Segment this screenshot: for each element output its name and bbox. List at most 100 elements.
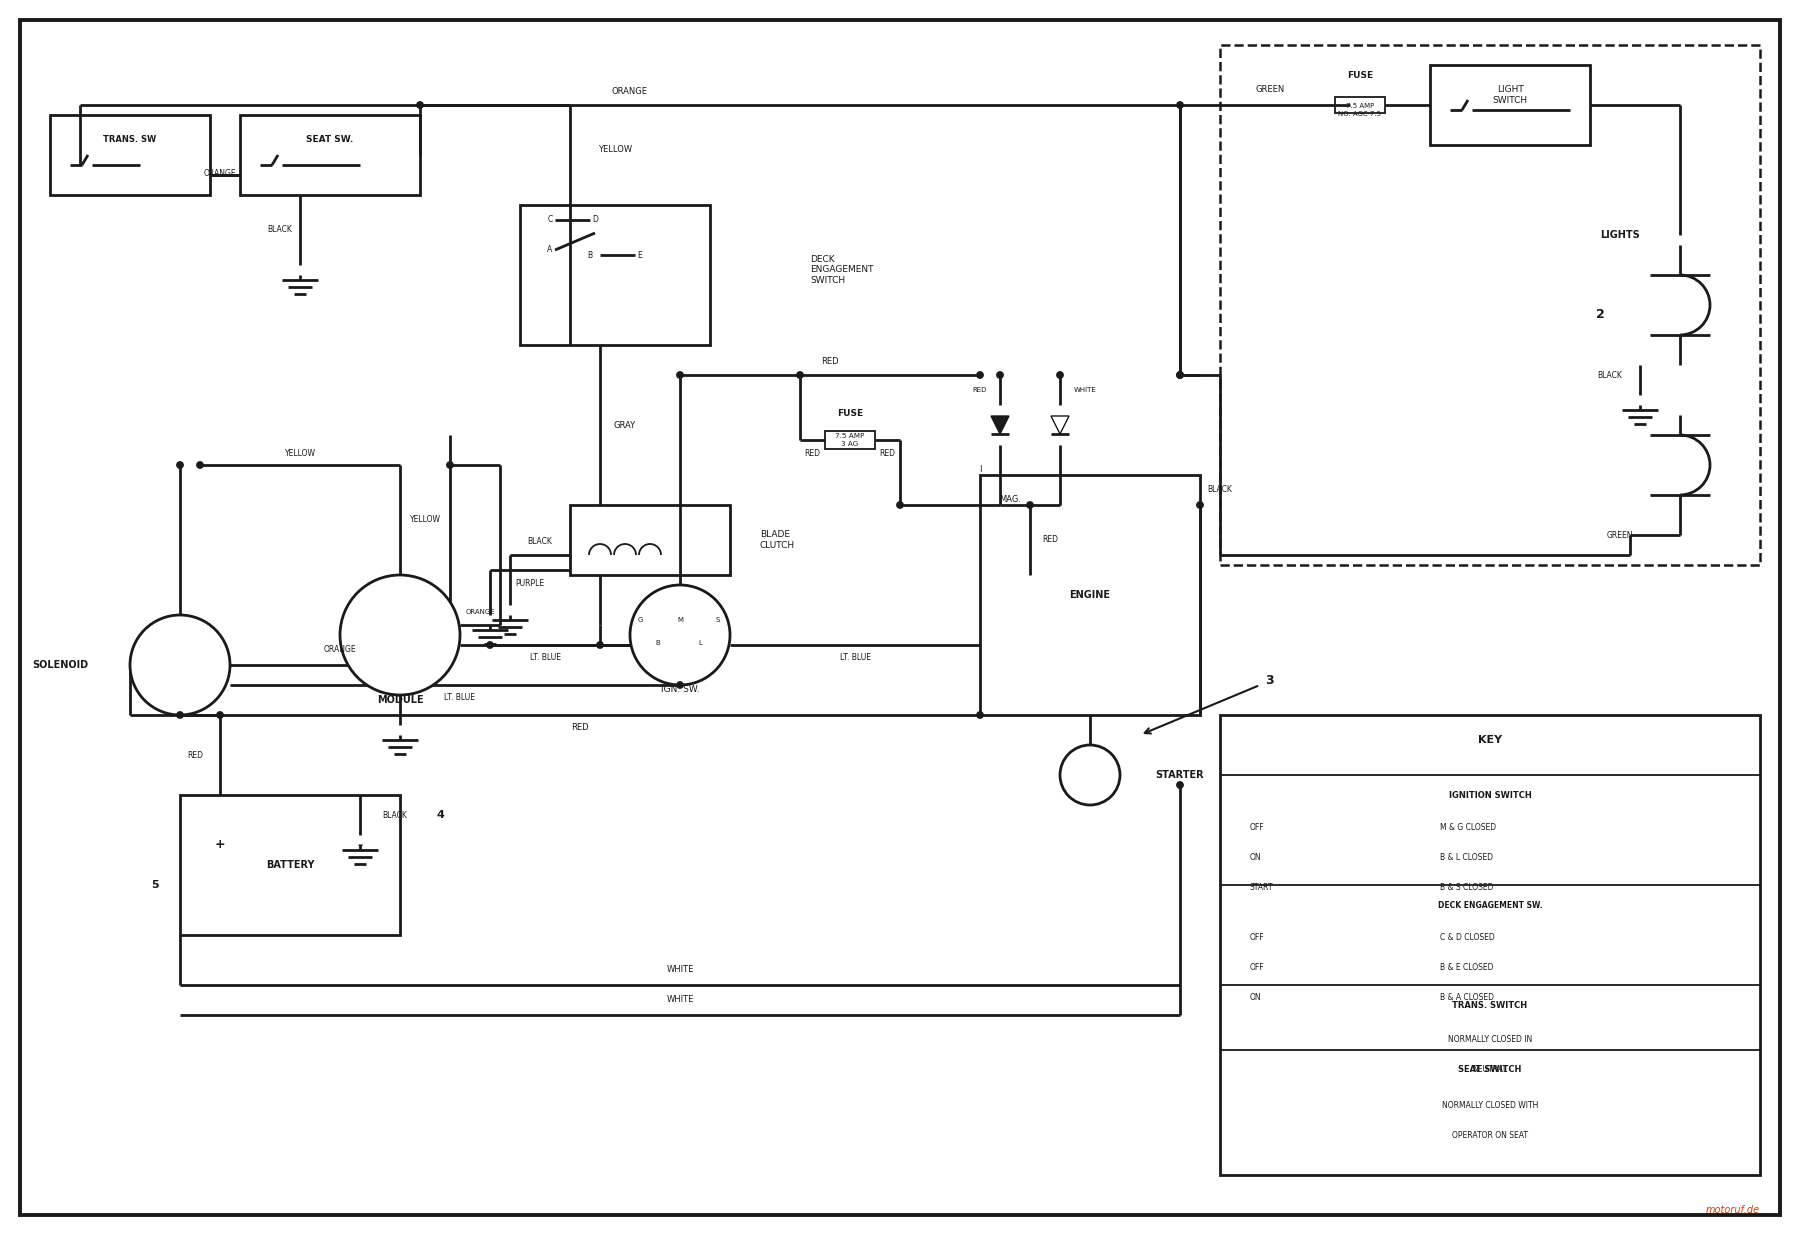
- Text: SOLENOID: SOLENOID: [32, 659, 88, 671]
- Text: MAG.: MAG.: [999, 495, 1021, 505]
- Circle shape: [1197, 501, 1202, 508]
- Text: BLACK: BLACK: [383, 810, 407, 820]
- Circle shape: [677, 682, 684, 688]
- Bar: [1220, 44, 1760, 564]
- Text: STARTER: STARTER: [1156, 769, 1204, 781]
- Text: BLACK: BLACK: [1208, 485, 1233, 494]
- Text: FUSE: FUSE: [837, 409, 862, 417]
- Text: YELLOW: YELLOW: [598, 146, 632, 154]
- Text: DECK
ENGAGEMENT
SWITCH: DECK ENGAGEMENT SWITCH: [810, 256, 873, 285]
- Text: SEAT SWITCH: SEAT SWITCH: [1458, 1066, 1521, 1074]
- Bar: [979, 475, 1201, 715]
- Bar: [571, 505, 731, 576]
- Text: +: +: [214, 839, 225, 851]
- Text: NORMALLY CLOSED IN: NORMALLY CLOSED IN: [1447, 1035, 1532, 1045]
- Text: YELLOW: YELLOW: [284, 448, 315, 457]
- Text: I: I: [979, 466, 981, 474]
- Text: B: B: [587, 251, 592, 259]
- Text: IGNITION SWITCH: IGNITION SWITCH: [1449, 790, 1532, 799]
- Circle shape: [418, 101, 423, 109]
- Text: B: B: [655, 640, 661, 646]
- Bar: [520, 205, 709, 345]
- Text: RED: RED: [821, 357, 839, 367]
- Text: START: START: [1249, 883, 1274, 892]
- Text: 5: 5: [151, 881, 158, 890]
- Text: B & L CLOSED: B & L CLOSED: [1440, 852, 1492, 862]
- Circle shape: [598, 642, 603, 648]
- Circle shape: [1057, 372, 1064, 378]
- Circle shape: [446, 462, 454, 468]
- Text: FUSE: FUSE: [1346, 70, 1373, 79]
- Text: -: -: [358, 839, 362, 851]
- Text: ORANGE: ORANGE: [324, 646, 356, 655]
- Bar: [239, 115, 419, 195]
- Text: LT. BLUE: LT. BLUE: [529, 653, 560, 662]
- Circle shape: [216, 711, 223, 719]
- Circle shape: [1177, 372, 1183, 378]
- Text: LIGHTS: LIGHTS: [1600, 230, 1640, 240]
- Text: BLACK: BLACK: [268, 226, 292, 235]
- Text: 7.5 AMP
3 AG: 7.5 AMP 3 AG: [835, 433, 864, 447]
- Polygon shape: [992, 416, 1010, 433]
- Text: ORANGE: ORANGE: [464, 609, 495, 615]
- Circle shape: [1177, 101, 1183, 109]
- Circle shape: [176, 711, 184, 719]
- Text: E: E: [637, 251, 643, 259]
- Text: ON: ON: [1249, 993, 1262, 1002]
- Text: ON: ON: [1249, 852, 1262, 862]
- Text: C: C: [547, 215, 553, 225]
- Text: TRANS. SWITCH: TRANS. SWITCH: [1453, 1000, 1528, 1009]
- Bar: [1220, 715, 1760, 1174]
- Text: YELLOW: YELLOW: [410, 515, 441, 525]
- Text: 4: 4: [436, 810, 445, 820]
- Text: RED: RED: [1042, 536, 1058, 545]
- Text: RED: RED: [878, 448, 895, 457]
- Text: GRAY: GRAY: [614, 420, 635, 430]
- Circle shape: [977, 372, 983, 378]
- Polygon shape: [1051, 416, 1069, 433]
- Bar: [50, 115, 211, 195]
- Text: DECK ENGAGEMENT SW.: DECK ENGAGEMENT SW.: [1438, 900, 1543, 909]
- Bar: [1429, 65, 1589, 144]
- Text: G: G: [637, 618, 643, 622]
- Circle shape: [677, 372, 684, 378]
- Text: WHITE: WHITE: [1073, 387, 1096, 393]
- Text: KEY: KEY: [1478, 735, 1501, 745]
- Circle shape: [1177, 782, 1183, 788]
- Circle shape: [797, 372, 803, 378]
- Text: motoruf.de: motoruf.de: [1706, 1205, 1760, 1215]
- Text: ENGINE: ENGINE: [1069, 590, 1111, 600]
- Text: BLACK: BLACK: [527, 537, 553, 547]
- Circle shape: [997, 372, 1003, 378]
- Bar: [824, 431, 875, 450]
- Text: GREEN: GREEN: [1607, 531, 1633, 540]
- Circle shape: [130, 615, 230, 715]
- Circle shape: [176, 462, 184, 468]
- Text: OFF: OFF: [1249, 823, 1265, 831]
- Text: ORANGE: ORANGE: [612, 88, 648, 96]
- Text: RED: RED: [805, 448, 821, 457]
- Text: NEUTRAL: NEUTRAL: [1472, 1066, 1508, 1074]
- Circle shape: [977, 711, 983, 719]
- Text: RED: RED: [571, 722, 589, 731]
- Text: D: D: [592, 215, 598, 225]
- Text: NORMALLY CLOSED WITH: NORMALLY CLOSED WITH: [1442, 1100, 1539, 1109]
- Text: SEAT SW.: SEAT SW.: [306, 136, 353, 144]
- Text: GREEN: GREEN: [1255, 85, 1285, 95]
- Text: M & G CLOSED: M & G CLOSED: [1440, 823, 1496, 831]
- Text: IGN. SW.: IGN. SW.: [661, 685, 700, 694]
- Text: B & A CLOSED: B & A CLOSED: [1440, 993, 1494, 1002]
- Text: 3: 3: [1265, 673, 1274, 687]
- Text: LIGHT
SWITCH: LIGHT SWITCH: [1492, 85, 1528, 105]
- Text: TRANS. SW: TRANS. SW: [103, 136, 157, 144]
- Text: B & S CLOSED: B & S CLOSED: [1440, 883, 1494, 892]
- Text: S: S: [716, 618, 720, 622]
- Text: WHITE: WHITE: [666, 995, 693, 1004]
- Text: LT. BLUE: LT. BLUE: [445, 693, 475, 701]
- Text: MODULE: MODULE: [376, 695, 423, 705]
- Circle shape: [340, 576, 461, 695]
- Text: WHITE: WHITE: [666, 966, 693, 974]
- Circle shape: [1060, 745, 1120, 805]
- Text: BLADE
CLUTCH: BLADE CLUTCH: [760, 530, 796, 550]
- Circle shape: [896, 501, 904, 508]
